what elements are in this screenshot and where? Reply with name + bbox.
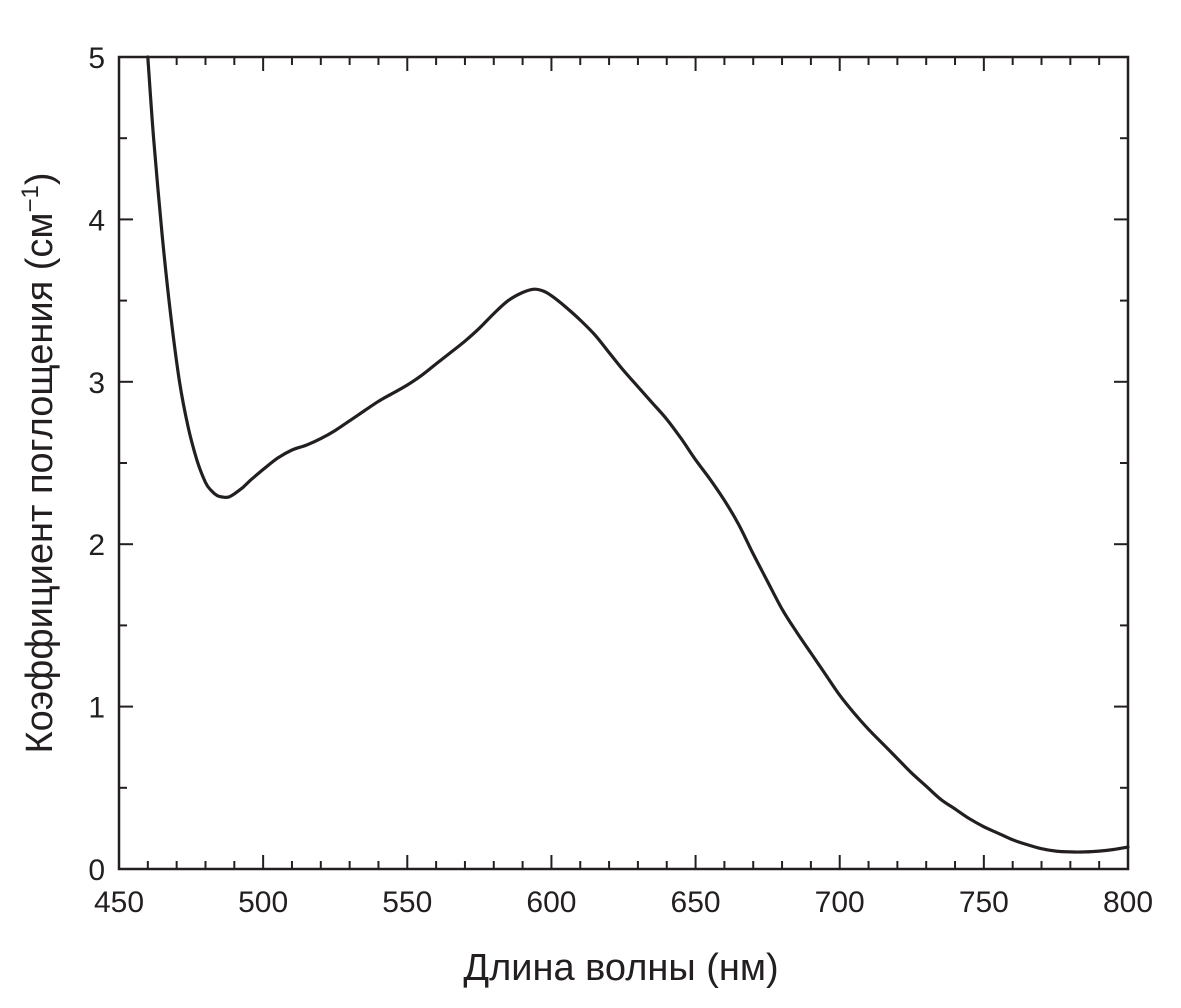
- x-axis-title: Длина волны (нм): [463, 947, 778, 989]
- x-tick-label: 450: [94, 886, 144, 919]
- y-axis-title-suffix: ): [19, 172, 61, 185]
- y-axis-title-main: Коэффициент поглощения (см: [19, 212, 61, 753]
- y-tick-label: 1: [88, 692, 105, 725]
- y-axis-title-superscript: −1: [17, 185, 44, 212]
- series-line: [146, 55, 1130, 854]
- x-tick-label: 700: [815, 886, 865, 919]
- y-axis-title: Коэффициент поглощения (см−1): [17, 172, 61, 753]
- x-tick-label: 750: [959, 886, 1009, 919]
- x-tick-label: 500: [238, 886, 288, 919]
- plot-frame: [117, 55, 1130, 871]
- y-tick-label: 5: [88, 42, 105, 75]
- x-tick-label: 800: [1103, 886, 1153, 919]
- x-tick-label: 550: [382, 886, 432, 919]
- y-tick-label: 3: [88, 367, 105, 400]
- x-tick-label: 600: [526, 886, 576, 919]
- y-axis-tick-labels: 0 1 2 3 4 5: [88, 42, 105, 887]
- y-tick-label: 4: [88, 204, 105, 237]
- x-tick-label: 650: [671, 886, 721, 919]
- y-tick-label: 0: [88, 854, 105, 887]
- x-axis-ticks: [118, 57, 1129, 869]
- y-tick-label: 2: [88, 529, 105, 562]
- x-axis-tick-labels: 450 500 550 600 650 700 750 800: [94, 886, 1153, 919]
